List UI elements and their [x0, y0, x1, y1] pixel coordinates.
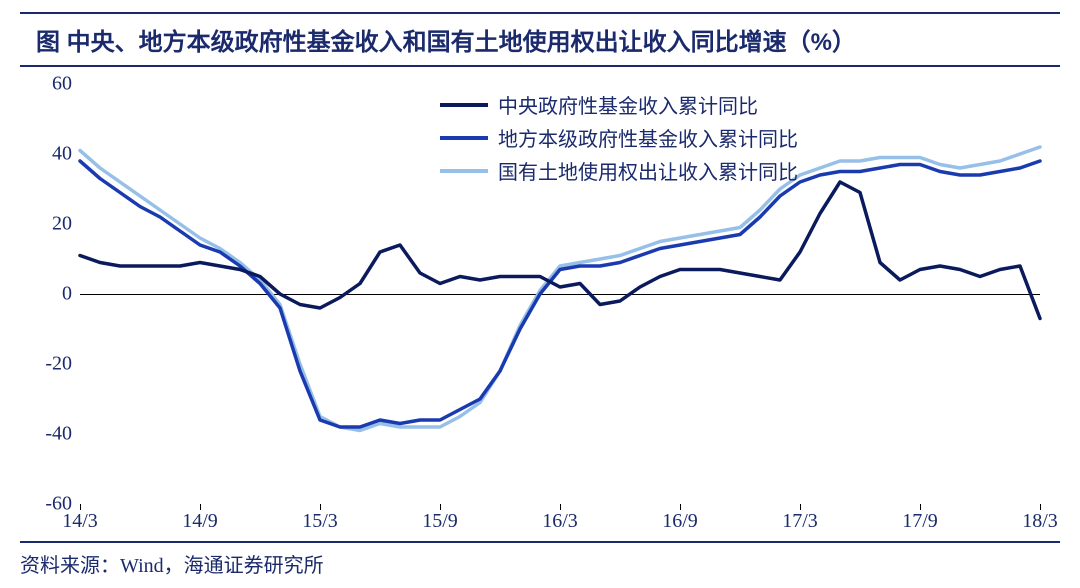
- legend-item: 地方本级政府性基金收入累计同比: [440, 123, 798, 152]
- series-line: [80, 161, 1040, 427]
- y-axis-label: 40: [52, 143, 72, 166]
- x-axis-label: 15/3: [302, 510, 338, 533]
- x-axis-label: 18/3: [1022, 510, 1058, 533]
- y-axis-label: 0: [62, 283, 72, 306]
- x-axis-label: 17/3: [782, 510, 818, 533]
- y-axis-label: -40: [45, 423, 72, 446]
- legend-swatch: [440, 136, 488, 140]
- series-line: [80, 147, 1040, 431]
- chart-legend: 中央政府性基金收入累计同比地方本级政府性基金收入累计同比国有土地使用权出让收入累…: [440, 90, 798, 189]
- legend-swatch: [440, 169, 488, 173]
- x-axis-label: 16/3: [542, 510, 578, 533]
- legend-label: 地方本级政府性基金收入累计同比: [498, 123, 798, 152]
- legend-label: 中央政府性基金收入累计同比: [498, 90, 758, 119]
- x-axis-label: 15/9: [422, 510, 458, 533]
- y-axis-label: -20: [45, 353, 72, 376]
- chart-title: 图 中央、地方本级政府性基金收入和国有土地使用权出让收入同比增速（%）: [36, 22, 1044, 57]
- legend-swatch: [440, 103, 488, 107]
- chart-source: 资料来源：Wind，海通证券研究所: [20, 541, 1060, 578]
- x-axis-label: 14/3: [62, 510, 98, 533]
- chart-title-bar: 图 中央、地方本级政府性基金收入和国有土地使用权出让收入同比增速（%）: [20, 12, 1060, 67]
- y-axis-label: 60: [52, 73, 72, 96]
- y-axis-label: 20: [52, 213, 72, 236]
- legend-label: 国有土地使用权出让收入累计同比: [498, 156, 798, 185]
- legend-item: 国有土地使用权出让收入累计同比: [440, 156, 798, 185]
- x-axis-label: 17/9: [902, 510, 938, 533]
- x-axis-label: 14/9: [182, 510, 218, 533]
- legend-item: 中央政府性基金收入累计同比: [440, 90, 798, 119]
- x-axis-label: 16/9: [662, 510, 698, 533]
